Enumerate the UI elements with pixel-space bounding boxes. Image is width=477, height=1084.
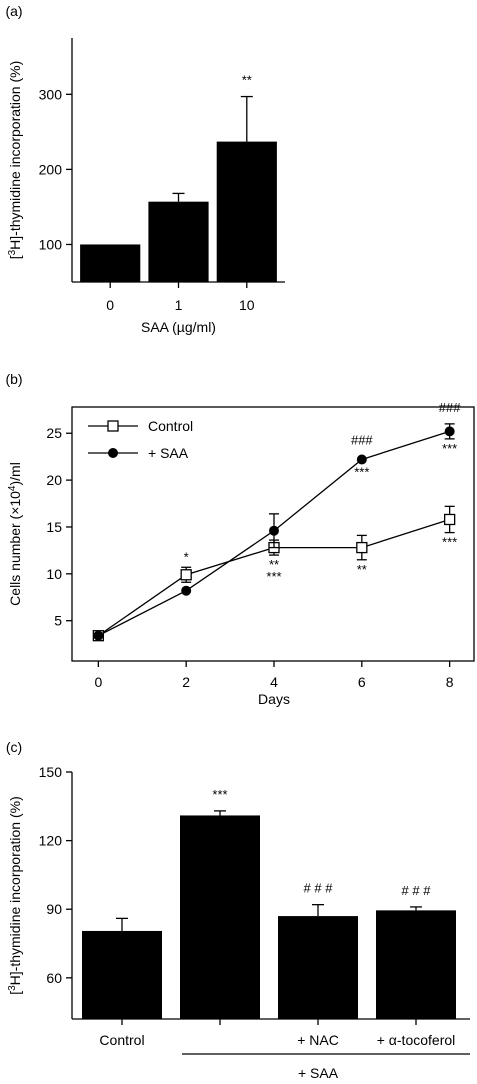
x-tick-label: + NAC <box>297 1032 339 1048</box>
data-point-saa <box>181 585 192 596</box>
x-tick-label: 8 <box>446 674 454 690</box>
panel-label: (c) <box>6 739 22 755</box>
y-tick-label: 10 <box>46 566 62 582</box>
data-point-saa <box>356 454 367 465</box>
panel-label: (b) <box>5 371 22 387</box>
bar <box>376 910 456 1019</box>
x-tick-label: 10 <box>239 297 255 313</box>
significance-marker-control: ** <box>269 557 279 572</box>
significance-marker-saa: *** <box>266 569 281 584</box>
y-tick-label: 100 <box>39 236 63 252</box>
y-tick-label: 90 <box>46 901 62 917</box>
x-tick-label: 1 <box>175 297 183 313</box>
significance-marker-saa: *** <box>442 441 457 456</box>
y-tick-label: 120 <box>39 833 63 849</box>
significance-marker: ** <box>242 73 252 88</box>
data-point-control <box>444 513 456 526</box>
x-tick-label: 2 <box>182 674 190 690</box>
x-tick-label: + α-tocoferol <box>377 1032 456 1048</box>
y-tick-label: 200 <box>39 161 63 177</box>
y-tick-label: 5 <box>54 613 62 629</box>
bar <box>278 916 358 1019</box>
y-axis-label: Cells number (×104)/ml <box>7 462 23 606</box>
panel-label: (a) <box>5 3 22 19</box>
y-axis-label: [3H]-thymidine incorporation (%) <box>7 61 23 260</box>
y-tick-label: 150 <box>39 764 63 780</box>
significance-marker-control: *** <box>442 535 457 550</box>
x-tick-label: Control <box>99 1032 144 1048</box>
data-point-saa <box>444 426 455 437</box>
x-tick-label: 4 <box>270 674 278 690</box>
significance-marker-control: * <box>184 549 189 564</box>
y-tick-label: 20 <box>46 472 62 488</box>
x-tick-label: 6 <box>358 674 366 690</box>
plot-frame <box>71 406 475 662</box>
data-point-control <box>180 569 192 581</box>
legend-label: + SAA <box>148 445 189 461</box>
data-point-saa <box>93 630 104 641</box>
significance-marker-vs-control: ### <box>351 433 373 448</box>
legend-marker-control <box>107 420 119 432</box>
x-axis-label: SAA (µg/ml) <box>141 319 216 335</box>
significance-marker: # # # <box>304 881 334 896</box>
y-tick-label: 25 <box>46 425 62 441</box>
significance-marker: # # # <box>402 883 432 898</box>
bar <box>216 141 277 282</box>
group-label: + SAA <box>298 1065 339 1081</box>
bar <box>148 201 209 282</box>
significance-marker-saa: *** <box>354 464 369 479</box>
x-tick-label: 0 <box>106 297 114 313</box>
data-point-saa <box>269 525 279 536</box>
y-axis-label: [3H]-thymidine incorporation (%) <box>7 796 23 995</box>
x-tick-label: 0 <box>94 674 102 690</box>
bar <box>180 815 260 1019</box>
data-point-control <box>356 541 368 554</box>
x-axis-label: Days <box>258 691 290 707</box>
legend-label: Control <box>148 418 193 434</box>
significance-marker-control: ** <box>357 562 367 577</box>
y-tick-label: 300 <box>39 86 63 102</box>
y-tick-label: 15 <box>46 519 62 535</box>
legend-marker-saa <box>108 448 118 458</box>
bar <box>82 930 162 1019</box>
y-tick-label: 60 <box>46 970 62 986</box>
significance-marker: *** <box>212 787 227 802</box>
significance-marker-vs-control: ### <box>439 400 461 415</box>
bar <box>80 244 141 282</box>
